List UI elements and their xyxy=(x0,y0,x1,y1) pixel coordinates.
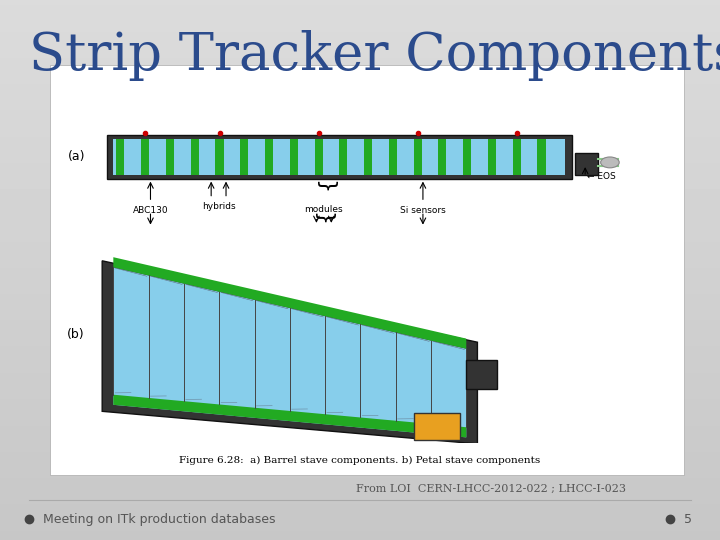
Text: {: { xyxy=(314,208,334,222)
Polygon shape xyxy=(113,267,467,437)
Bar xyxy=(364,139,372,175)
Text: }: } xyxy=(314,180,334,194)
Text: (b): (b) xyxy=(68,328,85,341)
FancyBboxPatch shape xyxy=(50,65,684,475)
Text: Figure 6.28:  a) Barrel stave components. b) Petal stave components: Figure 6.28: a) Barrel stave components.… xyxy=(179,456,541,464)
Text: (a): (a) xyxy=(68,151,85,164)
Bar xyxy=(141,139,149,175)
Bar xyxy=(537,139,546,175)
Bar xyxy=(240,139,248,175)
Text: hybrids: hybrids xyxy=(202,202,235,211)
Text: Meeting on ITk production databases: Meeting on ITk production databases xyxy=(43,513,276,526)
Bar xyxy=(575,153,598,175)
Bar xyxy=(413,413,460,440)
Polygon shape xyxy=(467,360,498,388)
Bar xyxy=(166,139,174,175)
Text: Strip Tracker Components: Strip Tracker Components xyxy=(29,30,720,80)
Polygon shape xyxy=(113,257,467,349)
Bar xyxy=(438,139,446,175)
Bar xyxy=(414,139,422,175)
Circle shape xyxy=(600,157,619,168)
Bar xyxy=(488,139,496,175)
Bar xyxy=(463,139,471,175)
Bar xyxy=(339,139,347,175)
Text: ← EOS: ← EOS xyxy=(587,172,616,181)
Bar xyxy=(215,139,223,175)
Bar xyxy=(513,139,521,175)
Bar xyxy=(290,139,298,175)
Bar xyxy=(191,139,199,175)
Bar xyxy=(113,139,565,175)
Bar xyxy=(389,139,397,175)
Polygon shape xyxy=(113,395,467,437)
Text: ABC130: ABC130 xyxy=(132,206,168,215)
Bar xyxy=(315,139,323,175)
Polygon shape xyxy=(102,261,477,444)
Bar xyxy=(107,135,572,179)
Text: 5: 5 xyxy=(684,513,692,526)
Text: modules: modules xyxy=(305,205,343,214)
Text: From LOI  CERN-LHCC-2012-022 ; LHCC-I-023: From LOI CERN-LHCC-2012-022 ; LHCC-I-023 xyxy=(356,484,626,494)
Text: Si sensors: Si sensors xyxy=(400,206,446,215)
Bar xyxy=(265,139,273,175)
Bar xyxy=(117,139,125,175)
